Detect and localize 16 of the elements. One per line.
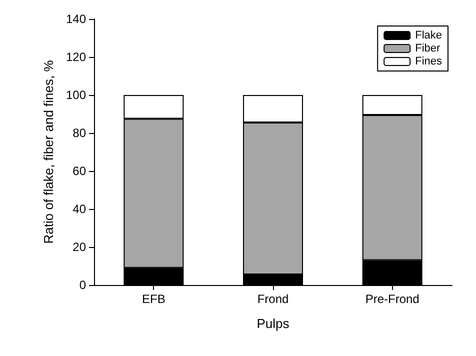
y-tick-label: 100 [66,88,86,102]
legend-label: Fiber [415,42,440,54]
y-tick-label: 80 [72,126,86,140]
x-tick-label: EFB [142,292,166,306]
legend-label: Fines [415,56,442,68]
y-tick-label: 120 [66,50,86,64]
legend-label: Flake [415,30,442,42]
y-tick-label: 60 [72,164,86,178]
x-tick-label: Frond [257,292,289,306]
y-tick-label: 40 [72,202,86,216]
x-tick-label: Pre-Frond [365,292,420,306]
y-tick-label: 20 [72,240,86,254]
x-axis-title: Pulps [256,316,290,331]
y-tick-label: 0 [79,278,86,292]
y-axis-title: Ratio of flake, fiber and fines, % [41,60,56,244]
y-tick-label: 140 [66,12,86,26]
